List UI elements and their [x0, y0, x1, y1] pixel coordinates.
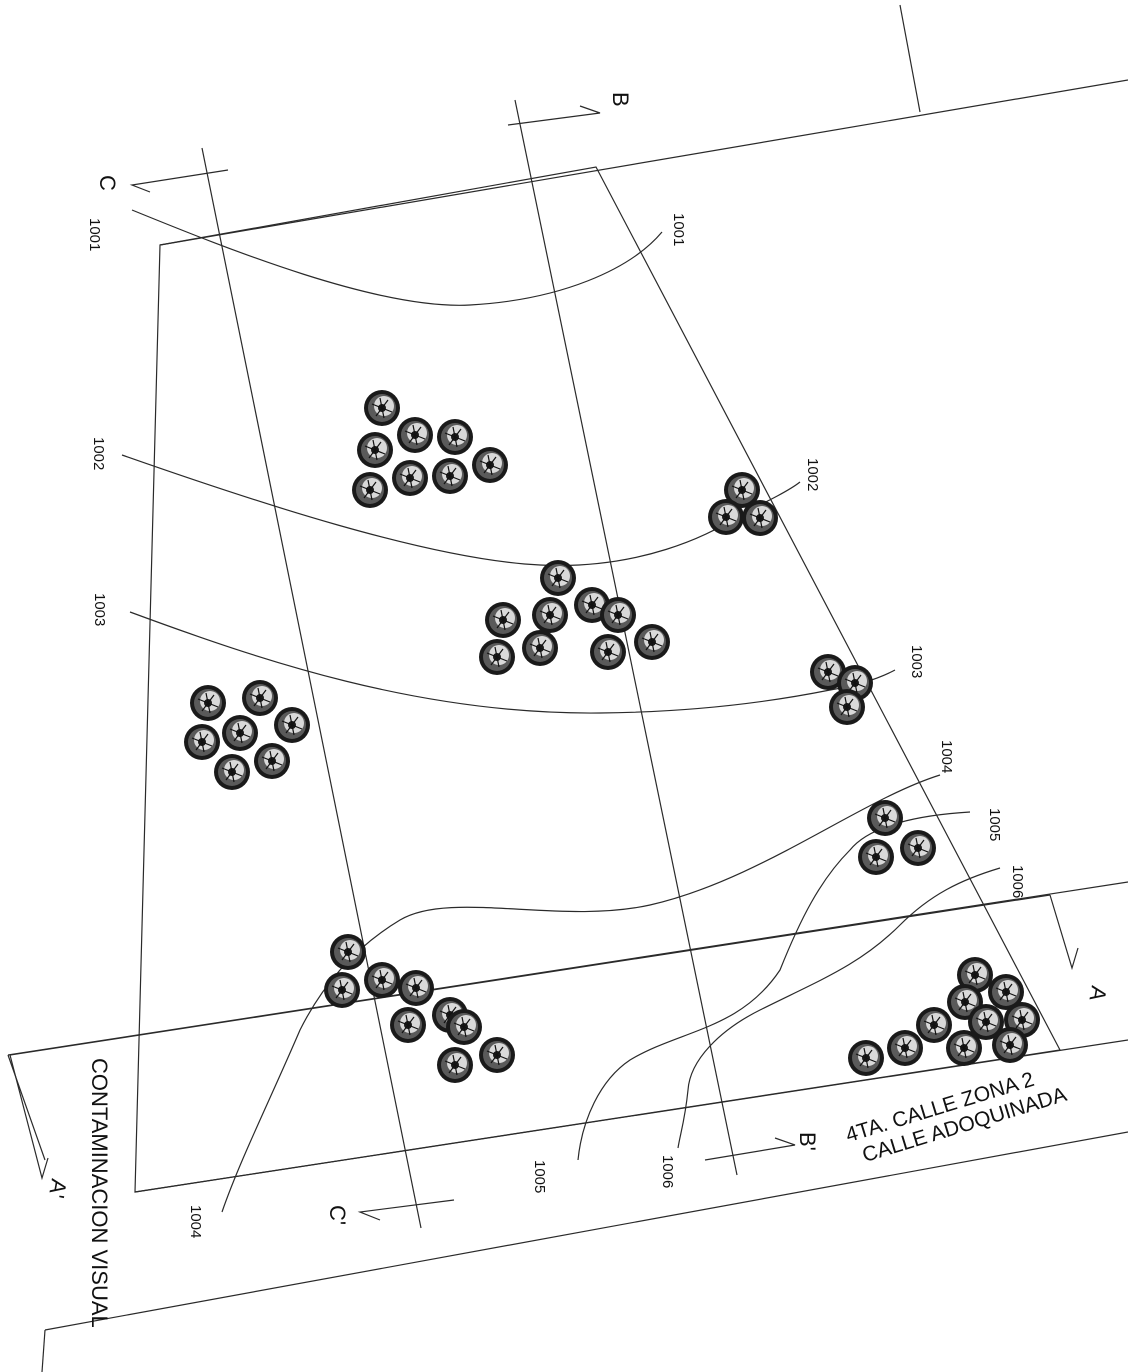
section-b-prime-arrow — [704, 1137, 796, 1161]
section-line-b — [514, 99, 738, 1176]
contour-label-1002-right: 1002 — [804, 458, 821, 491]
tree-icon — [899, 829, 937, 867]
contour-label-1003-left: 1003 — [91, 593, 108, 626]
tree-icon — [828, 688, 866, 726]
tree-icon — [484, 601, 522, 639]
section-line-a — [9, 894, 1051, 1056]
tree-icon — [991, 1026, 1029, 1064]
side-note-contaminacion: CONTAMINACION VISUAL — [87, 1058, 112, 1328]
tree-icon — [396, 416, 434, 454]
section-a-arrow — [1049, 894, 1079, 971]
property-line-top — [899, 4, 921, 113]
tree-icon — [323, 971, 361, 1009]
section-c-arrow — [129, 169, 229, 193]
section-c-prime-arrow — [357, 1199, 455, 1221]
tree-icon — [741, 499, 779, 537]
street-line-top — [159, 79, 1128, 246]
section-line-c — [201, 147, 422, 1229]
contour-label-1004-bottom: 1004 — [187, 1205, 204, 1238]
tree-icon — [273, 706, 311, 744]
trees-group-7 — [323, 933, 516, 1084]
tree-icon — [363, 389, 401, 427]
tree-icon — [478, 1036, 516, 1074]
tree-icon — [431, 457, 469, 495]
tree-icon — [397, 969, 435, 1007]
tree-icon — [531, 596, 569, 634]
section-label-c: C — [95, 175, 120, 191]
tree-icon — [866, 799, 904, 837]
section-b-arrow — [507, 105, 601, 126]
contour-label-1001-left: 1001 — [86, 218, 103, 251]
contour-label-1005-right: 1005 — [986, 808, 1003, 841]
tree-icon — [599, 596, 637, 634]
tree-icon — [183, 723, 221, 761]
street-line-bottom-3 — [44, 1131, 1128, 1331]
tree-icon — [857, 838, 895, 876]
tree-icon — [436, 418, 474, 456]
tree-icon — [847, 1039, 885, 1077]
tree-icon — [471, 446, 509, 484]
contour-label-1006-bottom: 1006 — [659, 1155, 676, 1188]
contour-label-1005-bottom: 1005 — [531, 1160, 548, 1193]
trees-group-6 — [857, 799, 937, 876]
contour-label-1004-right: 1004 — [938, 740, 955, 773]
tree-icon — [436, 1046, 474, 1084]
contour-label-1001-right: 1001 — [670, 213, 687, 246]
tree-icon — [589, 633, 627, 671]
section-label-c-prime: C' — [325, 1205, 350, 1225]
contour-label-1006-right: 1006 — [1009, 865, 1026, 898]
tree-icon — [356, 431, 394, 469]
tree-icon — [253, 742, 291, 780]
tree-icon — [391, 459, 429, 497]
contour-1001 — [131, 209, 663, 306]
tree-icon — [221, 714, 259, 752]
street-edge-left-lower — [41, 1329, 46, 1372]
tree-icon — [189, 684, 227, 722]
section-label-b-prime: B' — [795, 1132, 820, 1151]
trees-group-4 — [809, 653, 874, 726]
trees-group-1 — [351, 389, 509, 509]
contour-label-1003-right: 1003 — [908, 645, 925, 678]
section-label-a: A — [1084, 984, 1111, 1003]
trees-group-2 — [707, 471, 779, 537]
tree-icon — [389, 1006, 427, 1044]
tree-icon — [241, 679, 279, 717]
contour-label-1002-left: 1002 — [90, 437, 107, 470]
tree-icon — [945, 1029, 983, 1067]
contour-1004 — [221, 774, 941, 1213]
tree-icon — [707, 498, 745, 536]
tree-icon — [213, 753, 251, 791]
tree-icon — [915, 1006, 953, 1044]
section-label-a-prime: A' — [44, 1177, 72, 1200]
tree-icon — [363, 961, 401, 999]
tree-icon — [886, 1029, 924, 1067]
tree-icon — [539, 559, 577, 597]
trees-group-5 — [183, 679, 311, 791]
tree-icon — [351, 471, 389, 509]
tree-icon — [478, 638, 516, 676]
tree-icon — [329, 933, 367, 971]
trees-group-8 — [847, 956, 1041, 1077]
site-boundary — [134, 166, 1061, 1193]
section-label-b: B — [608, 92, 633, 107]
contour-1006 — [677, 867, 1001, 1149]
trees-group-3 — [478, 559, 671, 676]
tree-icon — [521, 629, 559, 667]
tree-icon — [633, 623, 671, 661]
tree-icon — [445, 1008, 483, 1046]
section-a-prime-arrow — [9, 1054, 49, 1181]
